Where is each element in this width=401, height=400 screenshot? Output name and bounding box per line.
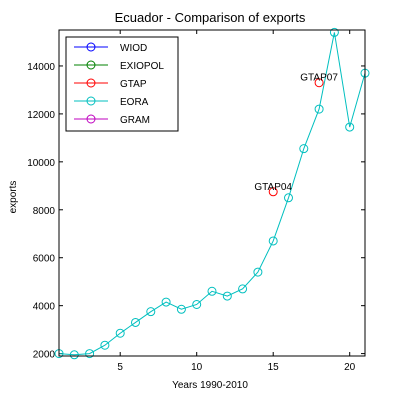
x-tick-label: 5 [117, 362, 123, 373]
legend-label-exiopol: EXIOPOL [120, 61, 164, 72]
y-tick-label: 10000 [27, 158, 55, 169]
x-tick-label: 15 [268, 362, 280, 373]
legend-label-wiod: WIOD [120, 43, 147, 54]
legend: WIOD EXIOPOL GTAP EORA GRAM [65, 36, 179, 132]
data-point-eora [161, 297, 171, 307]
data-point-eora [146, 307, 156, 317]
data-point-eora [192, 299, 202, 309]
legend-marker-wiod [86, 42, 96, 52]
legend-marker-exiopol [86, 60, 96, 70]
legend-label-eora: EORA [120, 97, 149, 108]
y-axis-label: exports [8, 181, 19, 214]
legend-marker-gram [86, 114, 96, 124]
y-tick-label: 14000 [27, 62, 55, 73]
annotation-label: GTAP07 [300, 73, 338, 84]
legend-label-gtap: GTAP [120, 79, 147, 90]
ticks-layer: 5 10 15 20 2000 4000 6000 8000 10000 12000 14000 [27, 30, 365, 373]
plot-layer [54, 27, 370, 360]
legend-label-gram: GRAM [120, 115, 150, 126]
data-point-eora [345, 122, 355, 132]
x-axis-label: Years 1990-2010 [172, 380, 248, 391]
data-point-eora [115, 328, 125, 338]
y-tick-label: 4000 [33, 302, 56, 313]
data-point-eora [284, 193, 293, 203]
data-point-gtap [314, 78, 324, 88]
legend-box [65, 36, 179, 132]
data-point-eora [207, 286, 217, 296]
data-point-eora [268, 236, 278, 246]
chart-title: Ecuador - Comparison of exports [115, 10, 306, 25]
data-point-eora [299, 144, 309, 154]
data-point-eora [69, 350, 79, 360]
data-point-eora [238, 284, 248, 294]
y-tick-label: 12000 [27, 110, 55, 121]
y-tick-label: 6000 [33, 254, 56, 265]
x-tick-label: 20 [344, 362, 356, 373]
data-point-gtap [268, 187, 278, 197]
x-tick-label: 10 [191, 362, 203, 373]
data-point-eora [85, 349, 95, 359]
data-point-eora [131, 317, 140, 327]
plot-frame [58, 29, 366, 357]
y-tick-label: 8000 [33, 206, 56, 217]
legend-marker-gtap [86, 78, 96, 88]
legend-marker-eora [86, 96, 96, 106]
annotation-layer: GTAP04 GTAP07 [254, 73, 338, 193]
annotation-label: GTAP04 [254, 182, 292, 193]
data-point-eora [329, 27, 339, 37]
data-point-eora [176, 304, 186, 314]
data-point-eora [222, 291, 232, 301]
data-point-eora [253, 267, 263, 277]
series-line-eora [58, 32, 366, 356]
data-point-eora [100, 340, 110, 350]
data-point-eora [314, 104, 324, 114]
y-tick-label: 2000 [33, 350, 56, 361]
